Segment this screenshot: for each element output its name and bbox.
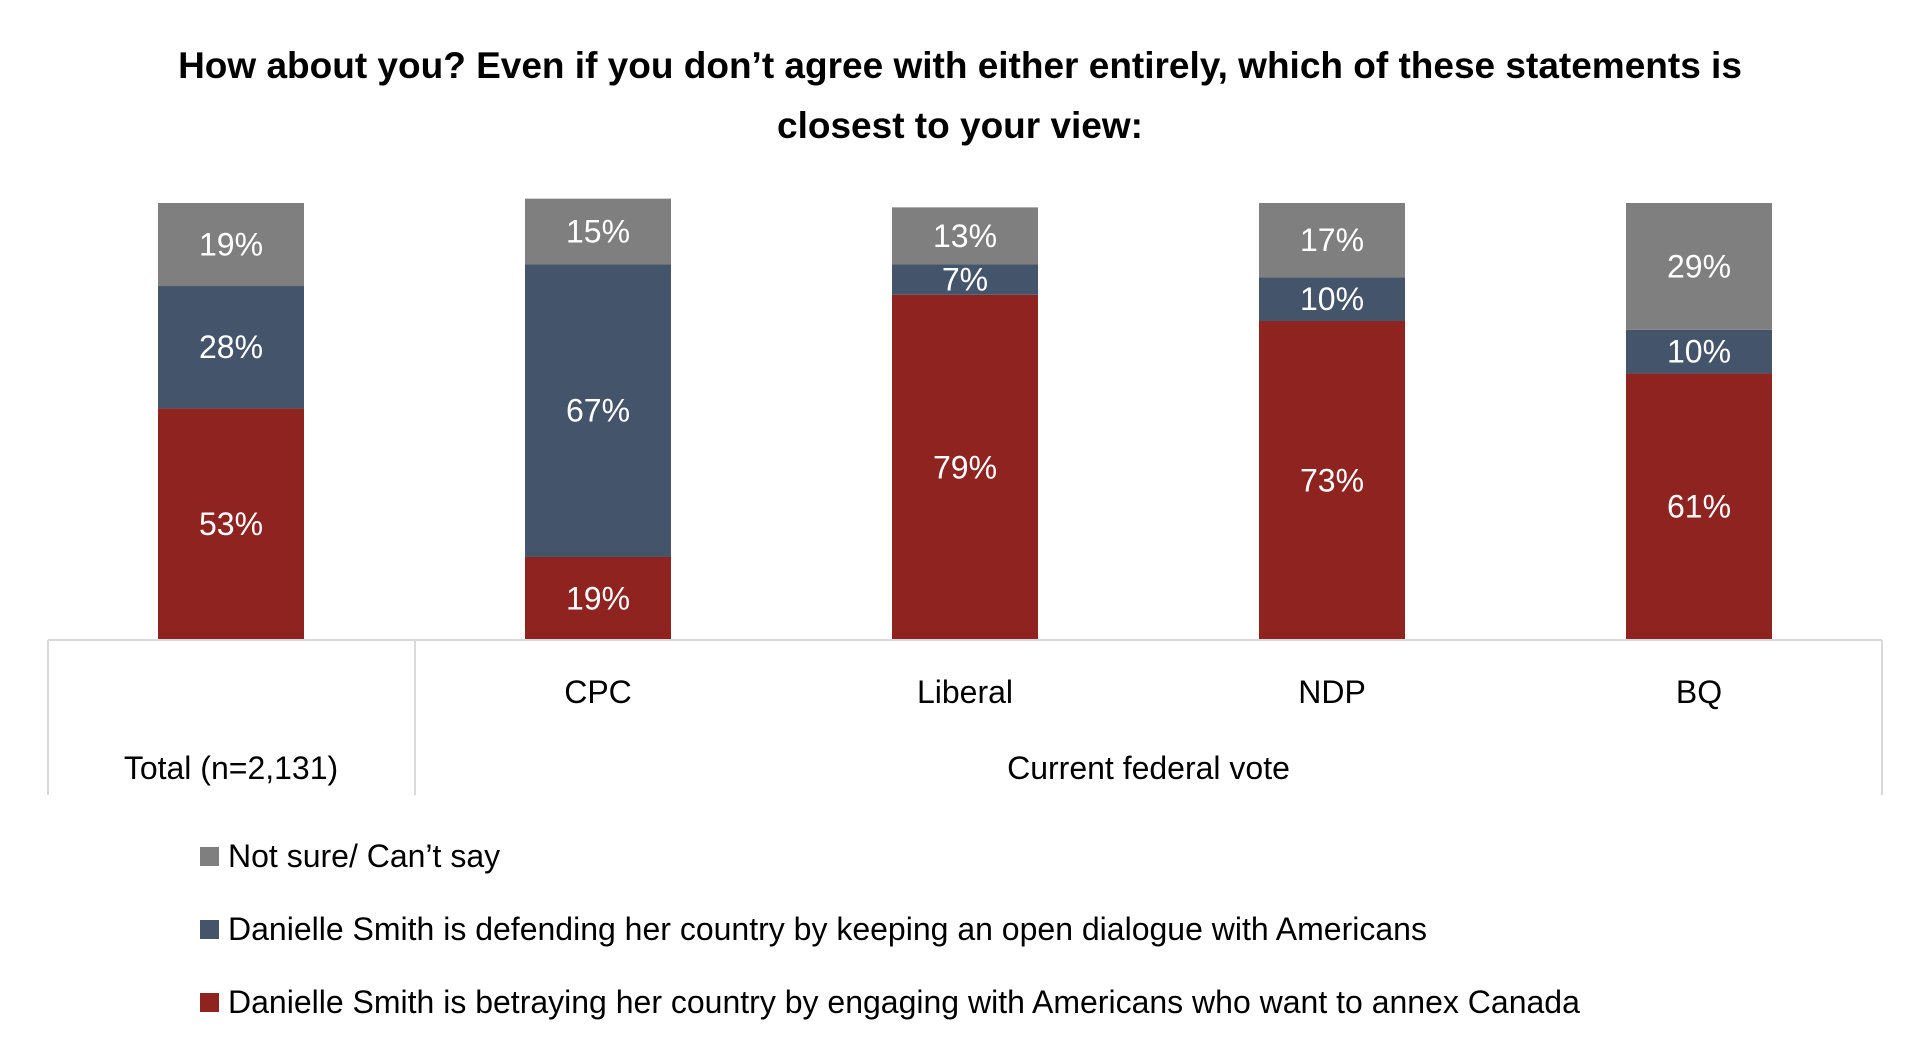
data-label: 61% [1667,489,1731,525]
legend-swatch [200,847,219,866]
data-label: 67% [566,393,630,429]
bar-segment [1259,203,1405,278]
data-label: 13% [933,218,997,254]
data-label: 10% [1300,281,1364,317]
legend: Not sure/ Can’t say Danielle Smith is def… [200,820,1580,1039]
data-label: 28% [199,329,263,365]
legend-label: Danielle Smith is betraying her country … [228,984,1580,1020]
bar-segment [525,264,671,557]
data-label: 19% [566,580,630,616]
legend-item: Danielle Smith is betraying her country … [200,966,1580,1039]
chart-title: How about you? Even if you don’t agree w… [178,45,1742,146]
legend-label: Danielle Smith is defending her country … [228,911,1427,947]
category-label: NDP [1298,674,1366,710]
bar-segment [1626,373,1772,640]
category-label: CPC [564,674,632,710]
bar-segment [1626,329,1772,374]
group-label: Current federal vote [1007,750,1290,786]
data-label: 7% [942,261,988,297]
stacked-bar-chart: 53% 28% 19% 19% 67% 15% 79% 7% 13% 73% 10% 17% 61% 10… [47,198,1883,795]
bar-segment [158,286,304,409]
legend-item: Not sure/ Can’t say [200,820,1580,893]
bar-segment [892,264,1038,295]
legend-swatch [200,920,219,939]
data-label: 10% [1667,334,1731,370]
data-label: 73% [1300,462,1364,498]
bar-segment [525,198,671,265]
bar-segment [892,294,1038,640]
data-label: 19% [199,227,263,263]
data-label: 17% [1300,222,1364,258]
bar-segment [892,207,1038,265]
data-label: 15% [566,213,630,249]
bar-segment [1259,320,1405,640]
category-label: Total (n=2,131) [124,750,338,786]
legend-swatch [200,993,219,1012]
data-label: 29% [1667,248,1731,284]
legend-item: Danielle Smith is defending her country … [200,893,1580,966]
bar-segment [525,556,671,640]
category-label: Liberal [917,674,1013,710]
bar-segment [158,408,304,640]
bar-segment [1259,277,1405,321]
bar-segment [158,203,304,287]
data-label: 53% [199,506,263,542]
category-label: BQ [1676,674,1722,710]
bar-segment [1626,203,1772,330]
data-label: 79% [933,449,997,485]
legend-label: Not sure/ Can’t say [228,838,501,874]
